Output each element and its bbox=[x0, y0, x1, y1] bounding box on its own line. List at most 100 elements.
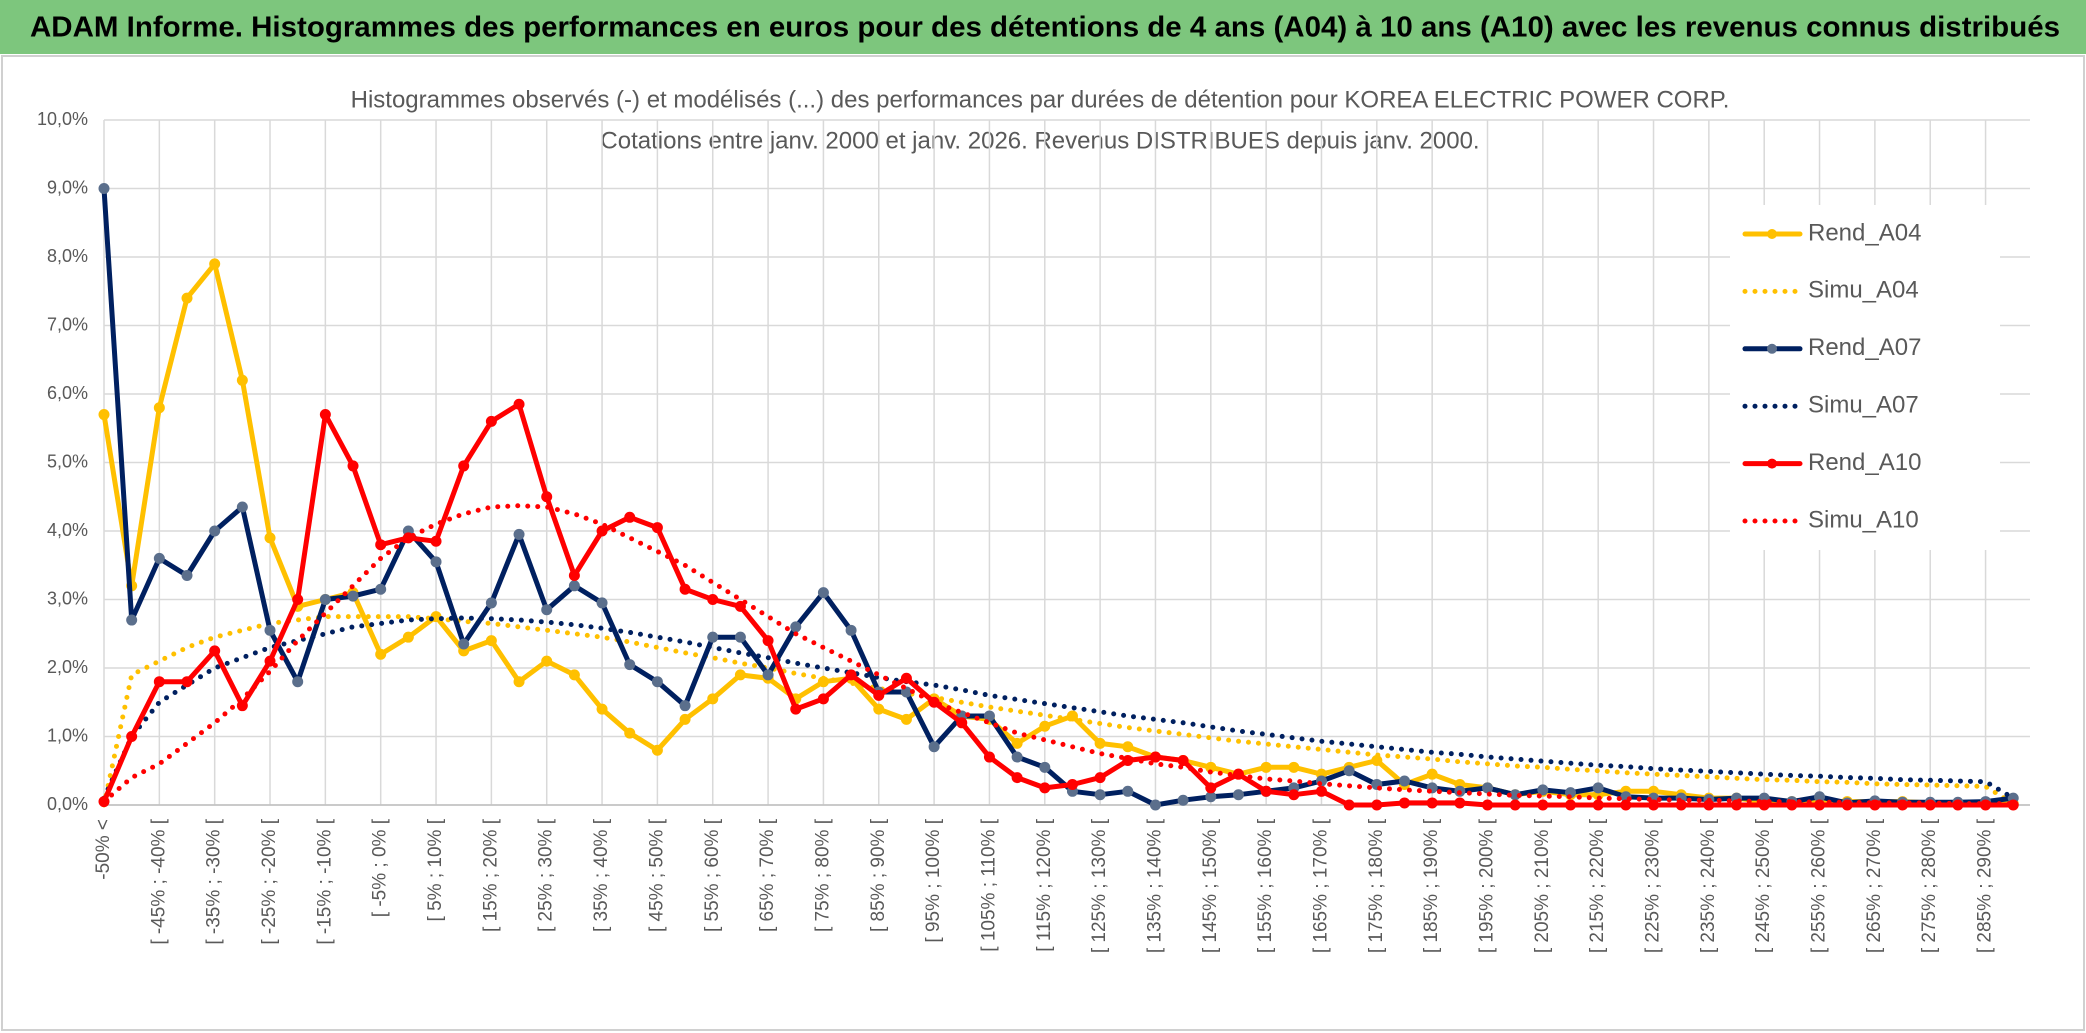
observed-line bbox=[101, 401, 2016, 808]
data-point bbox=[209, 525, 221, 537]
data-point bbox=[181, 570, 193, 582]
y-tick-label: 7,0% bbox=[47, 314, 88, 334]
legend-label: Simu_A07 bbox=[1808, 392, 1919, 419]
data-point bbox=[1260, 761, 1272, 773]
data-point bbox=[1011, 751, 1023, 763]
simulated-line bbox=[101, 614, 2016, 808]
y-tick-label: 5,0% bbox=[47, 451, 88, 471]
data-point bbox=[596, 597, 608, 609]
data-point bbox=[568, 669, 580, 681]
data-point bbox=[596, 525, 608, 537]
data-point bbox=[1426, 768, 1438, 780]
data-point bbox=[126, 731, 138, 742]
data-point bbox=[928, 741, 940, 753]
x-tick-label: [ 85% ; 90% [ bbox=[868, 818, 889, 932]
data-point bbox=[845, 624, 857, 636]
data-point bbox=[1343, 765, 1355, 777]
x-tick-label: [ 5% ; 10% [ bbox=[425, 818, 446, 921]
simulated-line bbox=[101, 503, 2016, 807]
x-tick-label: [ 245% ; 250% [ bbox=[1753, 818, 1774, 953]
x-tick-label: [ 175% ; 180% [ bbox=[1366, 818, 1387, 953]
data-point bbox=[513, 398, 525, 410]
x-tick-label: [ 225% ; 230% [ bbox=[1643, 818, 1664, 953]
x-tick-label: [ -5% ; 0% [ bbox=[370, 818, 391, 917]
data-point bbox=[1177, 794, 1189, 806]
data-point bbox=[624, 511, 636, 523]
data-point bbox=[817, 587, 829, 599]
data-point bbox=[541, 604, 553, 616]
data-point bbox=[541, 655, 553, 667]
data-point bbox=[485, 597, 497, 609]
title-bar bbox=[0, 0, 2086, 54]
x-tick-label: [ 115% ; 120% [ bbox=[1034, 818, 1055, 951]
data-point bbox=[513, 676, 525, 688]
data-point bbox=[624, 727, 636, 739]
data-point bbox=[873, 689, 885, 701]
data-point bbox=[568, 570, 580, 582]
data-point bbox=[624, 659, 636, 671]
data-point bbox=[707, 594, 719, 605]
data-point bbox=[485, 635, 497, 647]
data-point bbox=[679, 713, 691, 725]
series-layer bbox=[98, 183, 2019, 811]
data-point bbox=[1509, 799, 1521, 811]
data-point bbox=[347, 460, 359, 472]
data-point bbox=[319, 594, 331, 605]
x-tick-label: [ 205% ; 210% [ bbox=[1532, 818, 1553, 953]
data-point bbox=[1288, 789, 1300, 801]
data-point bbox=[541, 491, 553, 503]
data-point bbox=[734, 669, 746, 681]
data-point bbox=[375, 648, 387, 660]
y-tick-label: 2,0% bbox=[47, 657, 88, 677]
legend-marker bbox=[1767, 343, 1777, 354]
data-point bbox=[292, 594, 304, 605]
x-tick-label: [ 135% ; 140% [ bbox=[1144, 818, 1165, 953]
data-point bbox=[375, 539, 387, 551]
x-tick-label: [ 215% ; 220% [ bbox=[1587, 818, 1608, 953]
legend-label: Rend_A04 bbox=[1808, 219, 1921, 246]
data-point bbox=[762, 635, 774, 647]
data-point bbox=[98, 183, 110, 194]
data-point bbox=[292, 676, 304, 688]
x-tick-label: [ 35% ; 40% [ bbox=[591, 818, 612, 932]
legend-box bbox=[1730, 205, 2000, 550]
data-point bbox=[707, 631, 719, 643]
data-point bbox=[1620, 799, 1632, 811]
data-point bbox=[1592, 782, 1604, 794]
chart-title: Histogrammes observés (-) et modélisés (… bbox=[351, 86, 1730, 113]
data-point bbox=[513, 528, 525, 540]
x-tick-label: [ 15% ; 20% [ bbox=[480, 818, 501, 932]
legend-label: Simu_A04 bbox=[1808, 277, 1919, 304]
data-point bbox=[1592, 799, 1604, 811]
data-point bbox=[126, 614, 138, 626]
data-point bbox=[734, 600, 746, 612]
data-point bbox=[181, 292, 193, 304]
x-tick-label: -50% < bbox=[93, 819, 114, 880]
data-point bbox=[596, 703, 608, 715]
legend-label: Simu_A10 bbox=[1808, 506, 1919, 533]
y-tick-label: 3,0% bbox=[47, 588, 88, 608]
data-point bbox=[264, 655, 276, 667]
x-tick-label: [ -25% ; -20% [ bbox=[259, 818, 280, 944]
data-point bbox=[347, 590, 359, 602]
data-point bbox=[264, 624, 276, 636]
x-tick-label: [ 105% ; 110% [ bbox=[978, 818, 999, 951]
data-point bbox=[1648, 799, 1660, 811]
data-point bbox=[236, 374, 248, 386]
legend-label: Rend_A10 bbox=[1808, 449, 1921, 476]
observed-line bbox=[101, 186, 2016, 808]
chart-subtitle: Cotations entre janv. 2000 et janv. 2026… bbox=[600, 127, 1479, 154]
data-point bbox=[264, 532, 276, 544]
data-point bbox=[1011, 737, 1023, 749]
x-tick-label: [ 45% ; 50% [ bbox=[646, 818, 667, 932]
data-point bbox=[734, 631, 746, 643]
data-point bbox=[1039, 720, 1051, 732]
data-point bbox=[900, 672, 912, 684]
legend-marker bbox=[1767, 229, 1777, 239]
x-tick-label: [ 195% ; 200% [ bbox=[1477, 818, 1498, 953]
data-point bbox=[1758, 799, 1770, 811]
x-tick-label: [ 155% ; 160% [ bbox=[1255, 818, 1276, 953]
data-point bbox=[1039, 761, 1051, 773]
data-point bbox=[1537, 784, 1549, 796]
